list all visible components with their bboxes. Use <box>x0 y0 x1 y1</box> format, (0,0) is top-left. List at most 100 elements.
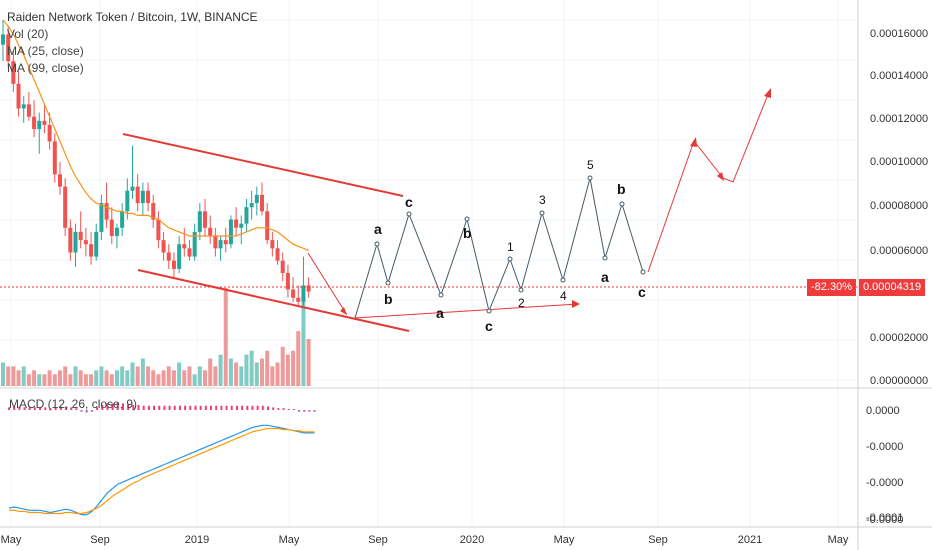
histogram-bar <box>178 405 181 410</box>
histogram-bar <box>121 403 124 410</box>
histogram-bar <box>163 405 166 410</box>
ma99-indicator-label[interactable]: MA (99, close) <box>7 61 84 75</box>
volume-bar <box>208 358 213 386</box>
grid <box>0 0 858 527</box>
histogram-bar <box>251 405 254 410</box>
histogram-bar <box>132 404 135 410</box>
histogram-bar <box>137 404 140 410</box>
histogram-bar <box>75 408 78 410</box>
time-axis[interactable]: May Sep 2019 May Sep 2020 May Sep 2021 May <box>1 534 849 546</box>
candle <box>203 198 208 236</box>
symbol-title[interactable]: Raiden Network Token / Bitcoin, 1W, BINA… <box>7 10 258 24</box>
candle <box>151 194 156 228</box>
histogram-bar <box>8 407 10 410</box>
wave-zigzag <box>354 177 644 319</box>
macd-tick-label: -0.0000 <box>866 514 903 526</box>
volume-bar <box>114 370 119 386</box>
support-arrow <box>354 303 579 319</box>
volume-bar <box>228 358 233 386</box>
chart-legend: Raiden Network Token / Bitcoin, 1W, BINA… <box>7 9 258 77</box>
volume-bars <box>1 288 311 386</box>
wave-number-3: 3 <box>539 193 546 207</box>
price-tick-label: 0.00006000 <box>870 245 928 257</box>
histogram-bar <box>272 407 275 410</box>
candle <box>182 227 187 257</box>
candle <box>223 227 228 253</box>
candle <box>89 231 94 265</box>
macd-legend[interactable]: MACD (12, 26, close, 9) <box>9 397 138 411</box>
histogram-bar <box>13 406 16 410</box>
candle <box>249 190 254 220</box>
wave-label-a2: a <box>436 305 444 321</box>
volume-bar <box>78 370 83 386</box>
volume-bar <box>125 370 130 386</box>
volume-bar <box>63 366 68 386</box>
wave-number-1: 1 <box>507 240 514 254</box>
candle <box>280 252 285 282</box>
candle <box>270 231 275 257</box>
volume-bar <box>135 366 140 386</box>
time-tick-label: May <box>554 534 575 546</box>
volume-bar <box>177 362 182 386</box>
volume-bar <box>244 354 249 386</box>
volume-bar <box>296 331 301 386</box>
wave-node <box>464 216 470 222</box>
histogram-bar <box>292 409 295 410</box>
volume-bar <box>171 370 176 386</box>
histogram-bar <box>241 405 244 410</box>
candle <box>208 215 213 245</box>
histogram-bar <box>267 406 269 410</box>
candle <box>161 231 166 261</box>
wave-label-c2: c <box>485 318 493 334</box>
candle <box>120 203 125 236</box>
macd-line <box>8 424 315 516</box>
histogram-bar <box>235 405 238 410</box>
histogram-bar <box>147 405 150 410</box>
wave-node <box>507 256 513 262</box>
histogram-bar <box>111 403 114 410</box>
histogram-bar <box>298 410 301 412</box>
wave-nodes <box>374 175 646 314</box>
candle <box>42 104 47 134</box>
candle <box>130 145 135 199</box>
volume-bar <box>89 374 94 386</box>
ma25-indicator-label[interactable]: MA (25, close) <box>7 44 84 58</box>
volume-bar <box>156 374 161 386</box>
histogram-bar <box>101 404 104 410</box>
wave-label-c1: c <box>405 194 413 210</box>
wave-label-a1: a <box>374 221 382 237</box>
projection-arrowhead-down <box>340 307 347 315</box>
candle <box>146 182 151 212</box>
wave-node <box>518 287 524 293</box>
projection-arrow-down <box>307 252 348 316</box>
histogram-bar <box>158 405 161 410</box>
price-axis[interactable]: 0.00016000 0.00014000 0.00012000 0.00010000… <box>870 28 928 387</box>
candle <box>285 264 290 298</box>
volume-bar <box>1 362 5 386</box>
vol-indicator-label[interactable]: Vol (20) <box>7 27 49 41</box>
time-tick-label: Sep <box>90 534 110 546</box>
histogram-bar <box>106 403 109 410</box>
histogram-bar <box>189 405 192 410</box>
wave-number-2: 2 <box>518 296 525 310</box>
volume-bar <box>130 362 135 386</box>
volume-bar <box>21 366 26 386</box>
histogram-bar <box>308 410 311 412</box>
histogram-bar <box>23 407 26 410</box>
volume-bar <box>275 362 280 386</box>
volume-bar <box>203 370 208 386</box>
volume-bar <box>254 362 259 386</box>
candle <box>11 50 16 92</box>
price-tick-label: 0.00014000 <box>870 70 928 82</box>
volume-bar <box>270 366 275 386</box>
volume-bar <box>161 370 166 386</box>
macd-axis[interactable]: 0.0000-0.0000-0.0000-0.0000-0.0001 <box>866 405 903 526</box>
histogram-bar <box>96 407 99 410</box>
price-tick-label: 0.00000000 <box>870 375 928 387</box>
histogram-bar <box>59 406 62 410</box>
histogram-bar <box>204 405 207 410</box>
candle <box>109 207 114 245</box>
candle <box>301 256 306 306</box>
volume-bar <box>306 338 311 386</box>
price-tick-label: 0.00016000 <box>870 28 928 40</box>
